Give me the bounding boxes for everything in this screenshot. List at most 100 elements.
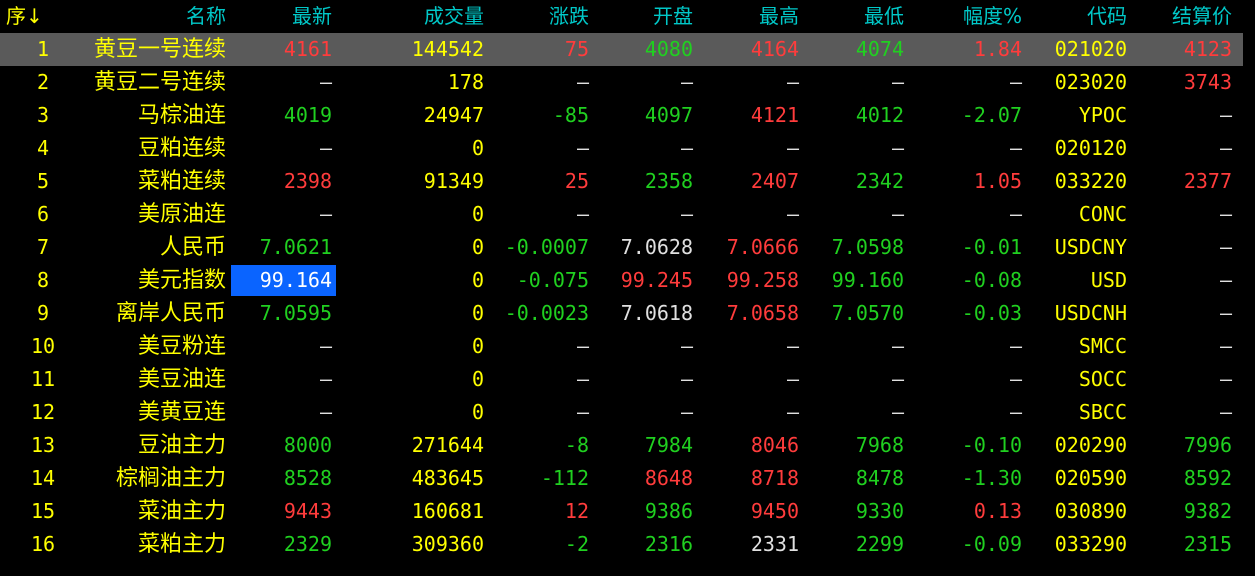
table-row[interactable]: 6 美原油连 — 0 — — — — — CONC — — [0, 198, 1243, 231]
cell-volume: 0 — [471, 202, 484, 226]
cell-amplitude: -0.09 — [961, 532, 1022, 556]
instrument-name: 黄豆一号连续 — [93, 37, 226, 62]
cell-code: SMCC — [1078, 334, 1127, 358]
cell-amplitude: — — [1009, 400, 1022, 424]
cell-volume: 24947 — [423, 103, 484, 127]
cell-amplitude: 0.13 — [973, 499, 1022, 523]
table-row[interactable]: 4 豆粕连续 — 0 — — — — — 020120 — — [0, 132, 1243, 165]
cell-volume: 0 — [471, 268, 484, 292]
table-row[interactable]: 2 黄豆二号连续 — 178 — — — — — 023020 3743 — [0, 66, 1243, 99]
cell-change: — — [576, 136, 589, 160]
row-index: 11 — [30, 367, 56, 391]
cell-code: 030890 — [1054, 499, 1127, 523]
row-index: 2 — [36, 70, 50, 94]
table-row[interactable]: 11 美豆油连 — 0 — — — — — SOCC — — [0, 363, 1243, 396]
column-header-low[interactable]: 最低 — [864, 4, 904, 28]
cell-change: -0.075 — [516, 268, 589, 292]
table-row[interactable]: 9 离岸人民币 7.0595 0 -0.0023 7.0618 7.0658 7.0570 -0… — [0, 297, 1243, 330]
cell-latest: — — [319, 70, 332, 94]
cell-code: 033290 — [1054, 532, 1127, 556]
cell-change: 12 — [564, 499, 589, 523]
table-row[interactable]: 5 菜粕连续 2398 91349 25 2358 2407 2342 1.05 033220 23… — [0, 165, 1243, 198]
cell-change: 75 — [564, 37, 589, 61]
cell-high: — — [786, 136, 799, 160]
instrument-name: 菜粕连续 — [137, 169, 226, 194]
column-header-change[interactable]: 涨跌 — [549, 4, 589, 28]
table-row[interactable]: 13 豆油主力 8000 271644 -8 7984 8046 7968 -0.10 02029… — [0, 429, 1243, 462]
cell-open: 2358 — [644, 169, 693, 193]
table-row[interactable]: 3 马棕油连 4019 24947 -85 4097 4121 4012 -2.07 YPOC — — [0, 99, 1243, 132]
row-index: 10 — [30, 334, 56, 358]
cell-amplitude: -0.08 — [961, 268, 1022, 292]
table-row[interactable]: 14 棕榈油主力 8528 483645 -112 8648 8718 8478 -1.30 02… — [0, 462, 1243, 495]
column-header-high[interactable]: 最高 — [759, 4, 799, 28]
cell-high: 4121 — [750, 103, 799, 127]
row-index: 13 — [30, 433, 56, 457]
cell-settle: — — [1219, 202, 1232, 226]
instrument-name: 黄豆二号连续 — [93, 70, 226, 95]
cell-change: -0.0007 — [504, 235, 589, 259]
cell-code: 020290 — [1054, 433, 1127, 457]
cell-open: 8648 — [644, 466, 693, 490]
table-row[interactable]: 15 菜油主力 9443 160681 12 9386 9450 9330 0.13 030890… — [0, 495, 1243, 528]
cell-low: 2342 — [855, 169, 904, 193]
cell-open: 2316 — [644, 532, 693, 556]
cell-low: 8478 — [855, 466, 904, 490]
table-row[interactable]: 10 美豆粉连 — 0 — — — — — SMCC — — [0, 330, 1243, 363]
cell-code: USDCNH — [1054, 301, 1127, 325]
row-index: 16 — [30, 532, 56, 556]
table-row[interactable]: 12 美黄豆连 — 0 — — — — — SBCC — — [0, 396, 1243, 429]
cell-low: 7968 — [855, 433, 904, 457]
cell-volume: 0 — [471, 235, 484, 259]
column-header-open[interactable]: 开盘 — [653, 4, 693, 28]
cell-settle: — — [1219, 400, 1232, 424]
cell-volume: 271644 — [411, 433, 484, 457]
table-row[interactable]: 7 人民币 7.0621 0 -0.0007 7.0628 7.0666 7.0598 -0.0… — [0, 231, 1243, 264]
cell-volume: 483645 — [411, 466, 484, 490]
cell-volume: 0 — [471, 367, 484, 391]
cell-change: 25 — [564, 169, 589, 193]
column-header-amplitude[interactable]: 幅度% — [962, 4, 1022, 28]
instrument-name: 离岸人民币 — [115, 301, 226, 326]
cell-latest: 8528 — [283, 466, 332, 490]
cell-high: — — [786, 400, 799, 424]
cell-low: 4074 — [855, 37, 904, 61]
column-header-latest[interactable]: 最新 — [292, 4, 332, 28]
column-header-name[interactable]: 名称 — [186, 4, 226, 28]
cell-amplitude: — — [1009, 334, 1022, 358]
cell-high: 99.258 — [726, 268, 799, 292]
table-row[interactable]: 1 黄豆一号连续 4161 144542 75 4080 4164 4074 1.84 02102… — [0, 33, 1243, 66]
cell-open: — — [680, 367, 693, 391]
cell-high: 9450 — [750, 499, 799, 523]
cell-latest: 8000 — [283, 433, 332, 457]
cell-low: 7.0570 — [831, 301, 904, 325]
cell-amplitude: -1.30 — [961, 466, 1022, 490]
row-index: 1 — [36, 37, 50, 61]
cell-low: — — [891, 136, 904, 160]
instrument-name: 豆粕连续 — [137, 136, 226, 161]
instrument-name: 美元指数 — [137, 268, 226, 293]
cell-latest: 2329 — [283, 532, 332, 556]
cell-latest: 9443 — [283, 499, 332, 523]
column-header-volume[interactable]: 成交量 — [424, 4, 484, 28]
cell-high: — — [786, 202, 799, 226]
cell-high: 7.0658 — [726, 301, 799, 325]
table-row[interactable]: 16 菜粕主力 2329 309360 -2 2316 2331 2299 -0.09 03329… — [0, 528, 1243, 561]
row-index: 8 — [36, 268, 50, 292]
cell-code: USDCNY — [1054, 235, 1127, 259]
cell-change: -0.0023 — [504, 301, 589, 325]
instrument-name: 菜油主力 — [137, 499, 226, 524]
instrument-name: 美豆油连 — [137, 367, 226, 392]
cell-settle: — — [1219, 301, 1232, 325]
column-header-index[interactable]: 序↓ — [6, 4, 43, 28]
cell-high: 2407 — [750, 169, 799, 193]
cell-code: SOCC — [1078, 367, 1127, 391]
table-row[interactable]: 8 美元指数 99.164 0 -0.075 99.245 99.258 99.160 -0.0… — [0, 264, 1243, 297]
cell-settle: 2315 — [1183, 532, 1232, 556]
instrument-name: 美豆粉连 — [137, 334, 226, 359]
column-header-code[interactable]: 代码 — [1087, 4, 1127, 28]
cell-latest: 4161 — [283, 37, 332, 61]
cell-open: 99.245 — [620, 268, 693, 292]
cell-amplitude: — — [1009, 136, 1022, 160]
column-header-settle[interactable]: 结算价 — [1172, 4, 1232, 28]
